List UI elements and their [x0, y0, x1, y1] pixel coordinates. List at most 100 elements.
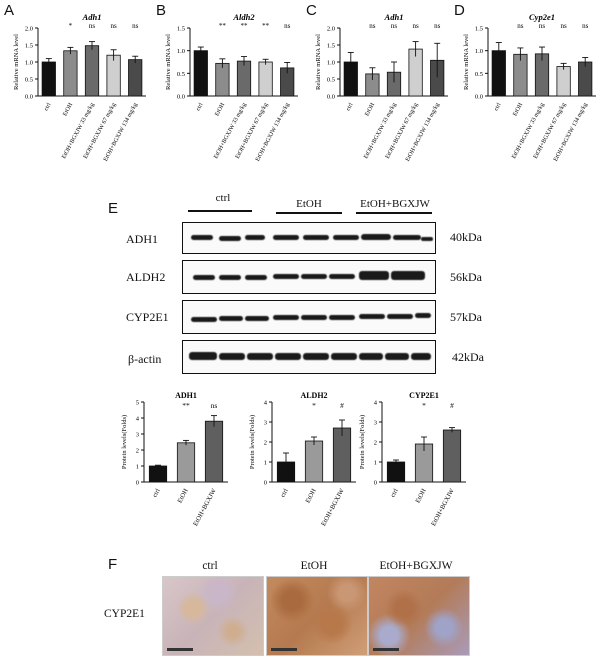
chart-e3-ytick-label: 2 — [374, 440, 377, 447]
chart-e1-category-label: EtOH — [176, 487, 189, 504]
chart-d-significance: ns — [582, 22, 589, 30]
chart-d-ytick-label: 1.5 — [475, 26, 483, 33]
chart-e2-title: ALDH2 — [300, 391, 327, 400]
chart-e1-ytick-label: 0 — [136, 480, 139, 487]
chart-e3-category-label: EtOH — [414, 487, 427, 504]
chart-e2-category-label: EtOH+BGXJW — [320, 487, 346, 527]
chart-a-bar — [41, 61, 56, 97]
wb-label-adh1: ADH1 — [126, 232, 158, 246]
chart-e3-category-label: ctrl — [390, 487, 400, 498]
chart-a-bar — [106, 54, 121, 97]
chart-c-ytick-label: 2.0 — [327, 26, 335, 33]
wb-group-etoh: EtOH — [296, 198, 322, 210]
chart-c-significance: ns — [369, 22, 376, 30]
wb-group-ctrl-line — [188, 210, 252, 212]
chart-b-ytick-label: 0.5 — [177, 71, 185, 78]
chart-d-bar — [556, 66, 571, 97]
chart-e1-ytick-label: 3 — [136, 432, 139, 439]
chart-e2-ytick-label: 3 — [264, 420, 267, 427]
chart-d-bar — [578, 61, 593, 97]
chart-d-category-label: ctrl — [494, 102, 503, 112]
chart-e1-bar — [148, 465, 168, 483]
chart-e1-title: ADH1 — [175, 391, 197, 400]
panel-letter-e: E — [108, 200, 119, 217]
chart-e2-ytick-label: 1 — [264, 460, 267, 467]
chart-c-adh1-mrna: Adh1 Relative mRNA level 0.0 0.5 1.0 1.5 2.0 ct… — [315, 12, 448, 163]
chart-c-ylabel: Relative mRNA level — [315, 34, 322, 90]
chart-e1-significance: ns — [211, 401, 218, 410]
chart-b-bar — [236, 60, 252, 97]
chart-d-ylabel: Relative mRNA level — [463, 34, 470, 90]
chart-a-significance: ns — [110, 22, 117, 30]
chart-d-significance: ns — [517, 22, 524, 30]
chart-b-significance: ** — [219, 22, 227, 30]
chart-e1-ytick-label: 2 — [136, 448, 139, 455]
chart-a-significance: ns — [89, 22, 96, 30]
ihc-col-ctrl: ctrl — [202, 560, 218, 572]
chart-e2-bar — [304, 440, 324, 483]
chart-b-significance: ** — [241, 22, 249, 30]
chart-a-bar — [84, 45, 100, 97]
chart-b-significance: ** — [262, 22, 270, 30]
chart-c-ytick-label: 0.0 — [327, 94, 335, 101]
ihc-row-cyp2e1: CYP2E1 — [104, 608, 145, 620]
wb-kda-cyp2e1: 57kDa — [450, 310, 482, 324]
wb-kda-beta-actin: 42kDa — [452, 350, 484, 364]
chart-c-significance: ns — [434, 22, 441, 30]
chart-d-ytick-label: 0.5 — [475, 71, 483, 78]
chart-d-category-label: EtOH — [512, 102, 524, 118]
wb-group-bgxjw-line — [356, 212, 432, 214]
chart-c-category-label: EtOH — [364, 102, 376, 118]
wb-blot-cyp2e1 — [182, 300, 436, 334]
chart-c-significance: ns — [391, 22, 398, 30]
chart-e3-ytick-label: 1 — [374, 460, 377, 467]
chart-b-category-label: EtOH — [214, 102, 226, 118]
chart-e1-category-label: EtOH+BGXJW — [192, 487, 218, 527]
chart-a-ylabel: Relative mRNA level — [13, 34, 20, 90]
chart-c-significance: ns — [412, 22, 419, 30]
chart-a-title: Adh1 — [82, 12, 102, 22]
chart-b-ytick-label: 0.0 — [177, 94, 185, 101]
chart-b-bar — [193, 50, 208, 97]
chart-a-bar — [63, 50, 78, 97]
chart-e3-bar — [386, 461, 406, 483]
chart-a-category-label: ctrl — [44, 102, 53, 112]
wb-group-etoh-line — [276, 212, 342, 214]
ihc-image-bgxjw — [368, 576, 470, 656]
chart-e2-ytick-label: 0 — [264, 480, 267, 487]
chart-e1-significance: ** — [182, 401, 190, 410]
chart-e-cyp2e1-protein: CYP2E1 Protein levels(Folds) 0 1 2 3 4 ctrl * EtO… — [359, 391, 466, 527]
chart-e3-ytick-label: 0 — [374, 480, 377, 487]
chart-d-ytick-label: 0.0 — [475, 94, 483, 101]
chart-e3-ytick-label: 4 — [374, 400, 378, 407]
chart-c-title: Adh1 — [384, 12, 404, 22]
chart-b-significance: ns — [284, 22, 291, 30]
chart-a-bar — [128, 59, 143, 97]
chart-a-ytick-label: 1.5 — [25, 43, 33, 50]
chart-b-ytick-label: 1.5 — [177, 26, 185, 33]
chart-c-category-label: ctrl — [346, 102, 355, 112]
chart-b-bar — [258, 61, 273, 97]
chart-e-adh1-protein: ADH1 Protein levels(Folds) 0 1 2 3 4 5 ctrl ** EtO… — [121, 391, 228, 527]
chart-b-category-label: ctrl — [196, 102, 205, 112]
chart-a-ytick-label: 2.0 — [25, 26, 33, 33]
panel-letter-f: F — [108, 556, 118, 573]
chart-a-significance: ns — [132, 22, 139, 30]
wb-blot-adh1 — [182, 222, 436, 254]
panel-letter-d: D — [454, 2, 465, 19]
chart-e3-ytick-label: 3 — [374, 420, 377, 427]
chart-e2-category-label: ctrl — [280, 487, 290, 498]
chart-e-aldh2-protein: ALDH2 Protein levels(Folds) 0 1 2 3 4 ctrl * EtOH… — [249, 391, 356, 527]
chart-d-ytick-label: 1.0 — [475, 48, 483, 55]
chart-e1-bar — [176, 442, 196, 483]
chart-a-ytick-label: 0.5 — [25, 77, 33, 84]
chart-d-significance: ns — [560, 22, 567, 30]
chart-c-ytick-label: 1.5 — [327, 43, 335, 50]
chart-e1-ytick-label: 5 — [136, 400, 139, 407]
chart-e3-title: CYP2E1 — [409, 391, 439, 400]
chart-e2-significance: * — [312, 401, 316, 410]
chart-c-ytick-label: 1.0 — [327, 60, 335, 67]
chart-e1-ylabel: Protein levels(Folds) — [121, 415, 128, 469]
ihc-col-bgxjw: EtOH+BGXJW — [379, 560, 453, 572]
chart-e3-category-label: EtOH+BGXJW — [430, 487, 456, 527]
